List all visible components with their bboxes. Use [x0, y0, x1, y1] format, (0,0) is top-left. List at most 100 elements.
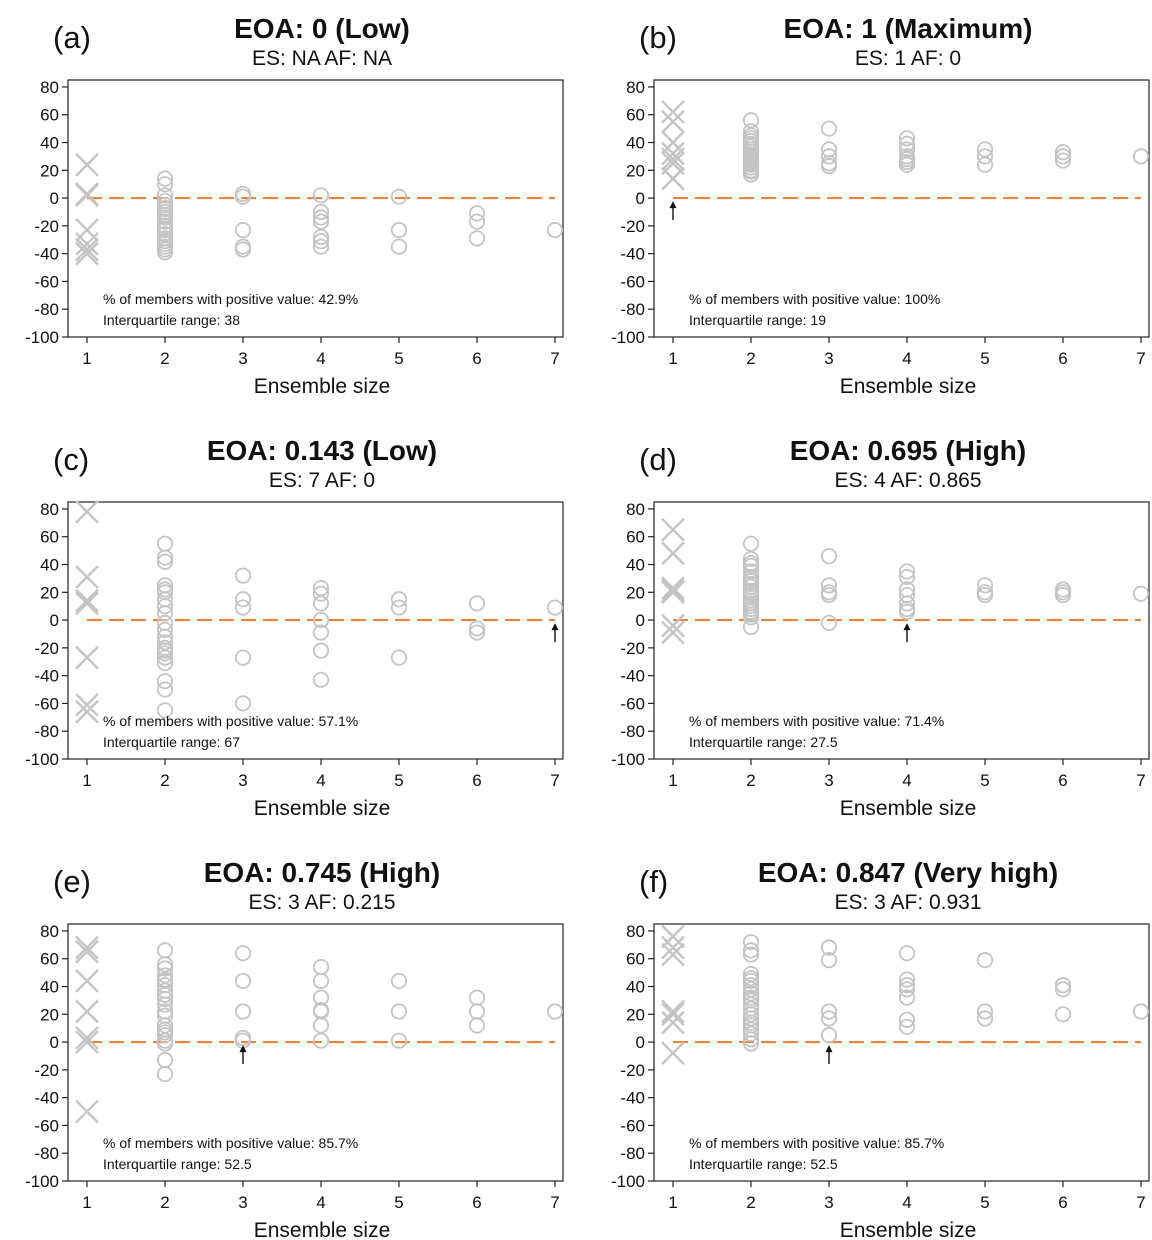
- x-tick-label: 7: [1136, 771, 1145, 790]
- panel-e: (e) EOA: 0.745 (High)ES: 3 AF: 0.21580604…: [25, 857, 564, 1240]
- circle-marker: [312, 187, 330, 204]
- circle-marker: [898, 595, 916, 612]
- circle-marker: [312, 958, 330, 976]
- cross-marker: [75, 999, 99, 1024]
- circle-marker: [820, 586, 838, 604]
- panel-title: EOA: 0.847 (Very high): [758, 857, 1058, 888]
- circle-marker: [820, 577, 838, 594]
- circle-marker: [898, 977, 916, 994]
- panel-f: (f) EOA: 0.847 (Very high) ES: 3 AF: 0.931…: [611, 857, 1150, 1240]
- x-tick-label: 6: [1058, 1193, 1067, 1212]
- circle-marker: [156, 1065, 174, 1083]
- y-tick-label: -20: [620, 217, 645, 236]
- y-tick-label: -60: [34, 272, 59, 291]
- x-tick-label: 3: [824, 771, 833, 790]
- x-tick-label: 3: [824, 349, 833, 368]
- circle-marker: [234, 599, 252, 616]
- y-tick-label: -100: [611, 1172, 645, 1191]
- circle-marker: [156, 702, 174, 719]
- circle-marker: [156, 621, 174, 638]
- circle-marker: [234, 188, 252, 205]
- cross-marker: [661, 1041, 685, 1066]
- panel-subtitle: ES: 4 AF: 0.865: [834, 469, 981, 492]
- cross-marker: [75, 183, 99, 208]
- panel-title: EOA: 0.745 (High): [204, 857, 440, 888]
- circle-marker: [820, 939, 838, 956]
- cross-marker: [661, 576, 685, 600]
- circle-marker: [390, 972, 408, 990]
- y-tick-label: -80: [620, 722, 645, 741]
- circle-marker: [312, 585, 330, 602]
- y-tick-label: 60: [626, 106, 645, 125]
- circle-marker: [820, 158, 838, 175]
- x-tick-label: 4: [316, 1193, 325, 1212]
- x-tick-label: 6: [472, 1193, 481, 1212]
- cross-marker: [661, 147, 685, 172]
- x-tick-label: 7: [550, 771, 559, 790]
- circle-marker: [976, 1003, 994, 1020]
- circle-marker: [898, 981, 916, 998]
- circle-marker: [234, 945, 252, 962]
- panel-subtitle: ES: NA AF: NA: [252, 47, 392, 70]
- cross-marker: [75, 969, 99, 993]
- panel-subtitle: ES: 3 AF: 0.215: [248, 891, 395, 914]
- x-axis-label: Ensemble size: [840, 375, 977, 398]
- x-tick-label: 4: [316, 771, 325, 790]
- circle-marker: [312, 1017, 330, 1034]
- panel-d: (d) EOA: 0.695 (High)ES: 4 AF: 0.86580604…: [611, 435, 1150, 820]
- positive-share-annotation: % of members with positive value: 85.7%: [689, 1135, 944, 1151]
- selected-ensemble-arrow: [551, 623, 559, 643]
- circle-marker: [820, 548, 838, 565]
- plot-frame: [653, 79, 1150, 338]
- circle-marker: [468, 230, 486, 247]
- positive-share-annotation: % of members with positive value: 57.1%: [103, 713, 358, 729]
- circle-marker: [742, 933, 760, 951]
- circle-marker: [156, 681, 174, 698]
- positive-share-annotation: % of members with positive value: 71.4%: [689, 713, 944, 729]
- x-tick-label: 1: [668, 349, 677, 368]
- panel-letter: (d): [639, 442, 677, 477]
- cross-marker: [661, 166, 685, 191]
- panel-letter: (c): [53, 442, 89, 477]
- cross-marker: [661, 1010, 685, 1035]
- panel-letter: (e): [53, 864, 91, 899]
- y-tick-label: -100: [25, 750, 59, 769]
- circle-marker: [156, 649, 174, 666]
- cross-marker: [661, 130, 685, 155]
- circle-marker: [898, 989, 916, 1006]
- x-tick-label: 5: [980, 1193, 989, 1212]
- x-tick-label: 6: [472, 349, 481, 368]
- circle-marker: [898, 945, 916, 962]
- panel-subtitle: ES: 1 AF: 0: [855, 47, 961, 70]
- cross-marker: [75, 1030, 99, 1054]
- circle-marker: [1054, 144, 1072, 161]
- circle-marker: [898, 156, 916, 173]
- y-tick-label: 80: [40, 500, 59, 519]
- cross-marker: [661, 620, 685, 645]
- circle-marker: [1132, 585, 1150, 602]
- circle-marker: [312, 972, 330, 990]
- iqr-annotation: Interquartile range: 67: [103, 734, 240, 750]
- y-tick-label: -60: [620, 694, 645, 713]
- cross-marker: [75, 1099, 99, 1124]
- circle-marker: [976, 148, 994, 165]
- circle-marker: [312, 624, 330, 641]
- selected-ensemble-arrow: [239, 1045, 247, 1065]
- y-tick-label: 20: [626, 583, 645, 602]
- cross-marker: [661, 924, 685, 949]
- y-tick-label: 80: [626, 500, 645, 519]
- y-tick-label: -80: [34, 722, 59, 741]
- cross-marker: [75, 645, 99, 670]
- x-tick-label: 6: [1058, 771, 1067, 790]
- circle-marker: [976, 586, 994, 604]
- y-tick-label: -40: [34, 245, 59, 264]
- circle-marker: [742, 946, 760, 963]
- circle-marker: [742, 1035, 760, 1052]
- x-tick-label: 2: [160, 771, 169, 790]
- circle-marker: [898, 1018, 916, 1035]
- y-tick-label: -100: [611, 328, 645, 347]
- circle-marker: [820, 120, 838, 137]
- y-tick-label: -20: [34, 639, 59, 658]
- panel-subtitle: ES: 3 AF: 0.931: [834, 891, 981, 914]
